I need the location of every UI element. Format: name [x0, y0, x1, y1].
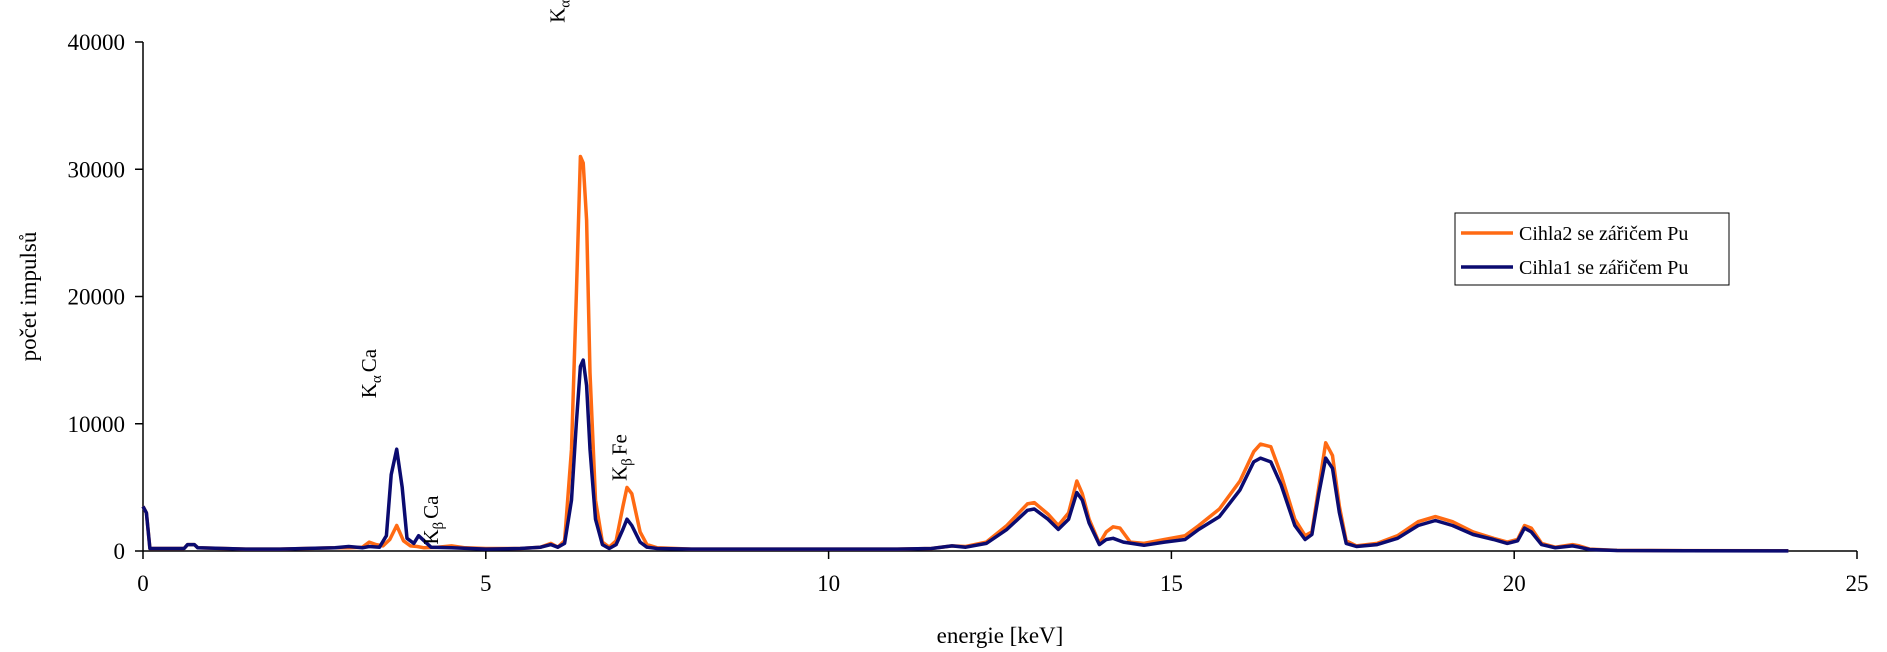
- series-layer: [141, 154, 1789, 553]
- x-tick-label: 10: [817, 571, 840, 596]
- x-tick-label: 20: [1503, 571, 1526, 596]
- peak-annotation: KαCa: [357, 348, 385, 398]
- annotation-layer: KαCa KβCa KαFe KβFe: [357, 0, 635, 545]
- legend-label-cihla2: Cihla2 se zářičem Pu: [1519, 223, 1688, 245]
- y-axis-title: počet impulsů: [16, 231, 41, 361]
- y-tick-label: 0: [114, 539, 126, 564]
- y-ticks: 0 10000 20000 30000 40000: [68, 30, 143, 564]
- x-tick-label: 5: [480, 571, 492, 596]
- x-axis-title: energie [keV]: [937, 623, 1064, 648]
- x-tick-label: 0: [137, 571, 149, 596]
- y-tick-label: 10000: [68, 412, 126, 437]
- series-line-cihla1: [141, 358, 1789, 553]
- peak-annotation: KαFe: [546, 0, 574, 23]
- x-tick-label: 25: [1846, 571, 1869, 596]
- y-tick-label: 30000: [68, 157, 126, 182]
- x-ticks: 0 5 10 15 20 25: [137, 551, 1869, 596]
- y-tick-label: 20000: [68, 285, 126, 310]
- peak-annotation: KβFe: [607, 434, 635, 481]
- legend-box: [1454, 212, 1730, 286]
- peak-annotation: KβCa: [419, 495, 447, 545]
- legend-label-cihla1: Cihla1 se zářičem Pu: [1519, 257, 1688, 279]
- y-tick-label: 40000: [68, 30, 126, 55]
- legend: Cihla2 se zářičem Pu Cihla1 se zářičem P…: [1454, 212, 1730, 286]
- x-tick-label: 15: [1160, 571, 1183, 596]
